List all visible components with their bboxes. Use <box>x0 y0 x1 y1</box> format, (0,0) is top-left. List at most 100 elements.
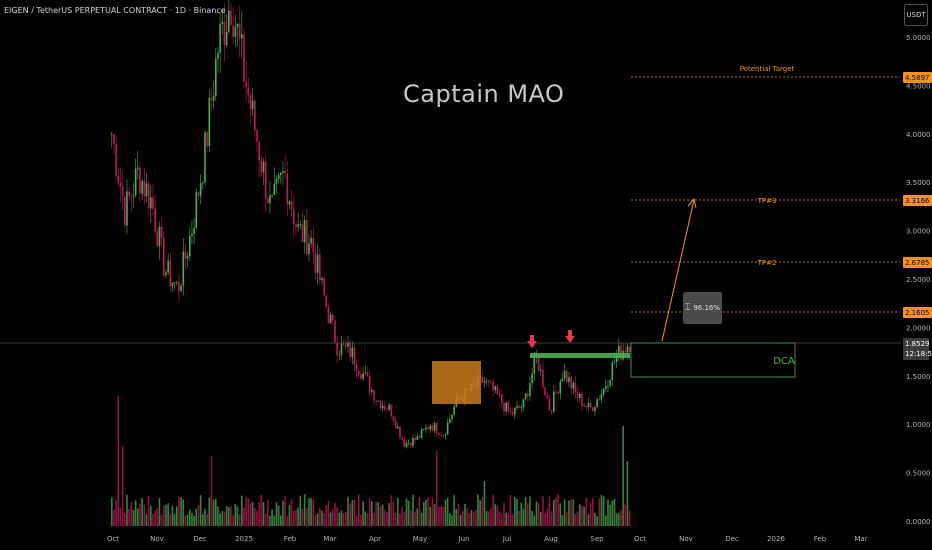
candle-body <box>180 285 182 292</box>
volume-bar <box>191 512 193 526</box>
volume-bar <box>280 515 282 526</box>
x-tick-label: Nov <box>679 535 693 543</box>
candle-body <box>488 380 490 382</box>
volume-bar <box>553 500 555 526</box>
volume-bar <box>349 503 351 526</box>
candle-body <box>280 173 282 176</box>
candle-body <box>628 346 631 352</box>
candle-body <box>544 387 546 396</box>
volume-bar <box>433 504 436 526</box>
volume-bar <box>579 504 581 526</box>
price-tag-tp1: 2.1605 <box>903 307 932 318</box>
candle-body <box>189 236 191 257</box>
candle-body <box>223 22 226 45</box>
volume-bar <box>379 506 382 526</box>
volume-bar <box>362 501 364 526</box>
volume-bar <box>444 499 447 526</box>
volume-bar <box>544 512 546 526</box>
candle-body <box>494 385 497 391</box>
volume-bar <box>449 513 451 526</box>
candle-body <box>277 175 280 180</box>
candle-body <box>563 370 566 379</box>
volume-bar <box>117 396 120 526</box>
candle-body <box>182 251 185 286</box>
candle-body <box>611 362 614 381</box>
x-tick-label: Dec <box>725 535 739 543</box>
volume-bar <box>583 506 585 526</box>
candle-body <box>418 436 421 438</box>
volume-bar <box>598 498 601 526</box>
candle-body <box>397 426 399 429</box>
volume-bar <box>557 494 559 526</box>
volume-bar <box>388 502 390 526</box>
volume-bar <box>373 512 375 526</box>
candle-body <box>254 100 256 131</box>
candle-body <box>143 180 146 197</box>
volume-bar <box>256 510 258 526</box>
volume-bar <box>572 499 575 526</box>
candle-body <box>345 344 347 347</box>
candle-body <box>429 426 432 430</box>
volume-bar <box>559 503 562 526</box>
candle-body <box>399 426 401 438</box>
time-axis: Oct Nov Dec 2025 Feb Mar Apr May Jun Jul Aug Sep Oct… <box>107 535 868 543</box>
volume-bar <box>139 503 141 526</box>
candle-body <box>589 402 592 408</box>
candle-body <box>282 170 284 174</box>
candle-body <box>451 414 453 420</box>
volume-bar <box>576 511 579 526</box>
volume-bar <box>182 499 185 526</box>
volume-bar <box>566 512 568 526</box>
candle-body <box>386 409 388 410</box>
candle-body <box>264 161 267 199</box>
symbol-title[interactable]: EIGEN / TetherUS PERPETUAL CONTRACT · 1D… <box>4 6 226 15</box>
volume-bar <box>167 503 169 526</box>
candle-body <box>481 376 484 383</box>
candle-body <box>167 260 169 273</box>
candle-body <box>319 254 321 281</box>
bar-countdown: 12:18:57 <box>905 350 932 358</box>
candle-body <box>605 386 607 389</box>
candle-body <box>169 260 172 287</box>
volume-bar <box>418 497 421 526</box>
candle-body <box>245 81 247 87</box>
volume-bar <box>199 495 202 526</box>
volume-bar <box>420 512 423 526</box>
candle-body <box>316 254 319 273</box>
candle-body <box>559 381 562 394</box>
candle-body <box>310 238 312 244</box>
volume-bar <box>293 510 295 526</box>
volume-bar <box>121 446 124 526</box>
consolidation-zone <box>432 361 481 404</box>
candle-body <box>540 369 542 371</box>
volume-bar <box>299 495 302 526</box>
candle-body <box>358 371 360 374</box>
currency-button[interactable]: USDT <box>904 4 928 26</box>
candle-body <box>392 416 395 422</box>
candle-body <box>197 191 200 196</box>
volume-bar <box>230 506 232 526</box>
candle-body <box>288 201 291 205</box>
candle-body <box>126 191 128 226</box>
candle-body <box>511 412 514 415</box>
candle-body <box>381 405 384 409</box>
y-tick-label: 0.0000 <box>906 518 931 526</box>
volume-bar <box>498 511 501 526</box>
candle-body <box>514 407 516 415</box>
volume-bar <box>425 499 427 526</box>
x-tick-label: Jul <box>502 535 512 543</box>
volume-bar <box>332 508 334 526</box>
volume-bar <box>410 509 412 526</box>
candle-body <box>518 405 520 408</box>
volume-bar <box>381 504 384 526</box>
volume-bar <box>143 504 146 526</box>
candle-body <box>355 364 358 372</box>
candle-body <box>360 373 362 379</box>
candle-body <box>596 399 598 407</box>
candle-body <box>585 405 588 407</box>
volume-bar <box>457 504 460 526</box>
candle-body <box>384 405 386 410</box>
candle-body <box>394 421 397 429</box>
